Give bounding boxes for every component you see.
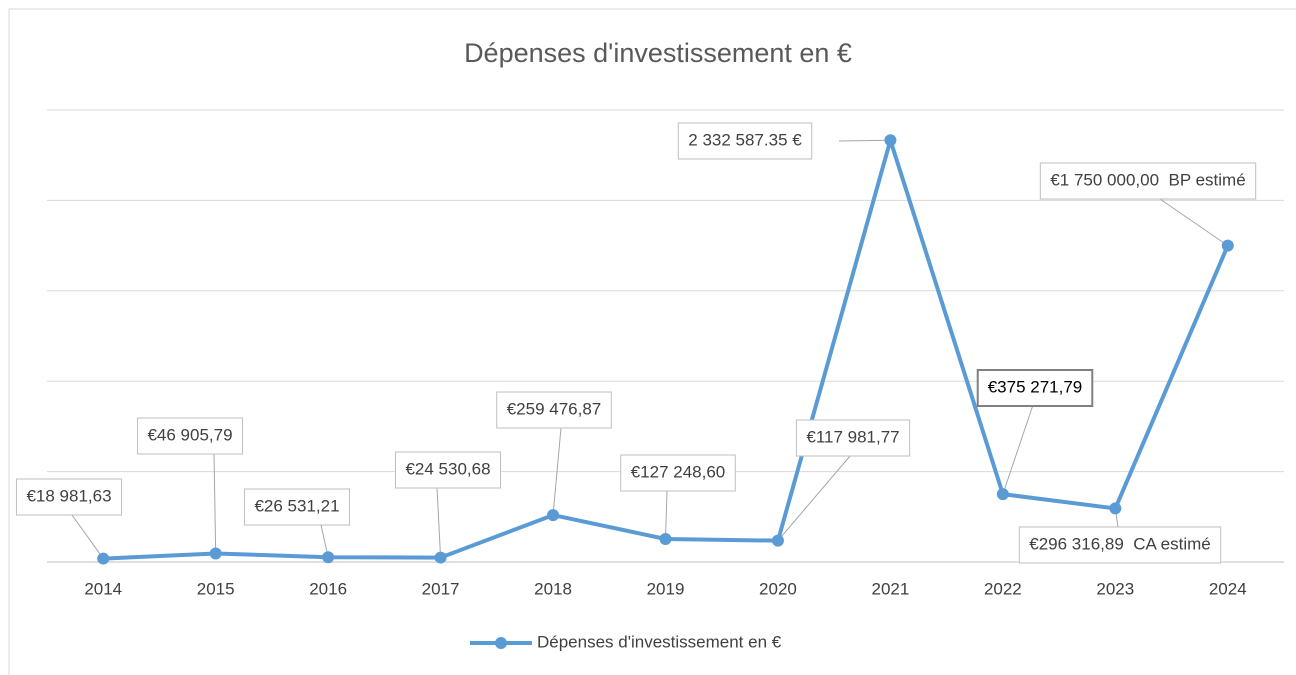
data-label: €24 530,68 [405,459,490,478]
data-label-group: €26 531,21 [243,488,351,526]
data-label-group: €259 476,87 [496,391,612,429]
data-label: €1 750 000,00 BP estimé [1050,170,1245,189]
data-point [97,552,110,565]
x-tick-label: 2023 [1096,579,1134,598]
data-label: €117 981,77 [806,427,899,446]
data-label: €127 248,60 [631,462,726,481]
data-label-group: €46 905,79 [136,417,244,455]
data-point [884,134,897,147]
leader-line [436,487,442,558]
data-label: €296 316,89 CA estimé [1029,534,1210,553]
leader-line [665,490,668,540]
data-label-box [620,454,736,492]
data-label: €259 476,87 [507,399,602,418]
x-tick-label: 2022 [984,579,1022,598]
chart-border [8,8,1296,675]
leader-line [213,452,217,554]
data-label: €18 981,63 [26,486,111,505]
leader-line [777,455,851,541]
data-label-group: €117 981,77 [795,419,911,457]
x-tick-label: 2017 [422,579,460,598]
data-point [996,488,1009,501]
data-label-group: €1 750 000,00 BP estimé [1039,162,1257,200]
leader-line [552,427,562,516]
x-tick-label: 2020 [759,579,797,598]
x-tick-label: 2019 [647,579,685,598]
data-point [322,551,335,564]
data-point [547,509,560,522]
legend-label: Dépenses d'investissement en € [537,632,782,651]
leader-line [838,139,891,142]
chart-title: Dépenses d'investissement en € [464,38,852,68]
x-tick-label: 2016 [309,579,347,598]
data-label-group: 2 332 587.35 € [677,122,813,160]
leader-line [1002,404,1034,495]
data-point [1109,502,1122,515]
data-label-group: €24 530,68 [394,451,502,489]
leader-line [71,514,104,559]
data-label-box [1039,162,1257,200]
data-label-group: €296 316,89 CA estimé [1018,526,1222,564]
data-point [659,532,672,545]
data-label: 2 332 587.35 € [688,130,802,149]
data-label-box [394,451,502,489]
data-label-box [677,122,813,160]
data-label-box [15,478,123,516]
data-point [1221,239,1234,252]
data-label-box [1018,526,1222,564]
x-tick-label: 2018 [534,579,572,598]
data-label-group: €18 981,63 [15,478,123,516]
data-point [434,551,447,564]
data-label-box [243,488,351,526]
data-label: €46 905,79 [147,425,232,444]
data-label: €375 271,79 [988,377,1083,396]
x-tick-label: 2014 [84,579,122,598]
data-label-box [496,391,612,429]
x-tick-label: 2024 [1209,579,1247,598]
data-label-group: €375 271,79 [976,369,1094,407]
legend-marker [495,637,507,649]
leader-line [1159,198,1229,247]
data-label-box [795,419,911,457]
data-label-group: €127 248,60 [620,454,736,492]
data-label-box [976,369,1094,407]
data-label: €26 531,21 [254,496,339,515]
data-label-box [136,417,244,455]
x-tick-label: 2015 [197,579,235,598]
data-point [209,547,222,560]
x-tick-label: 2021 [871,579,909,598]
data-point [771,534,784,547]
